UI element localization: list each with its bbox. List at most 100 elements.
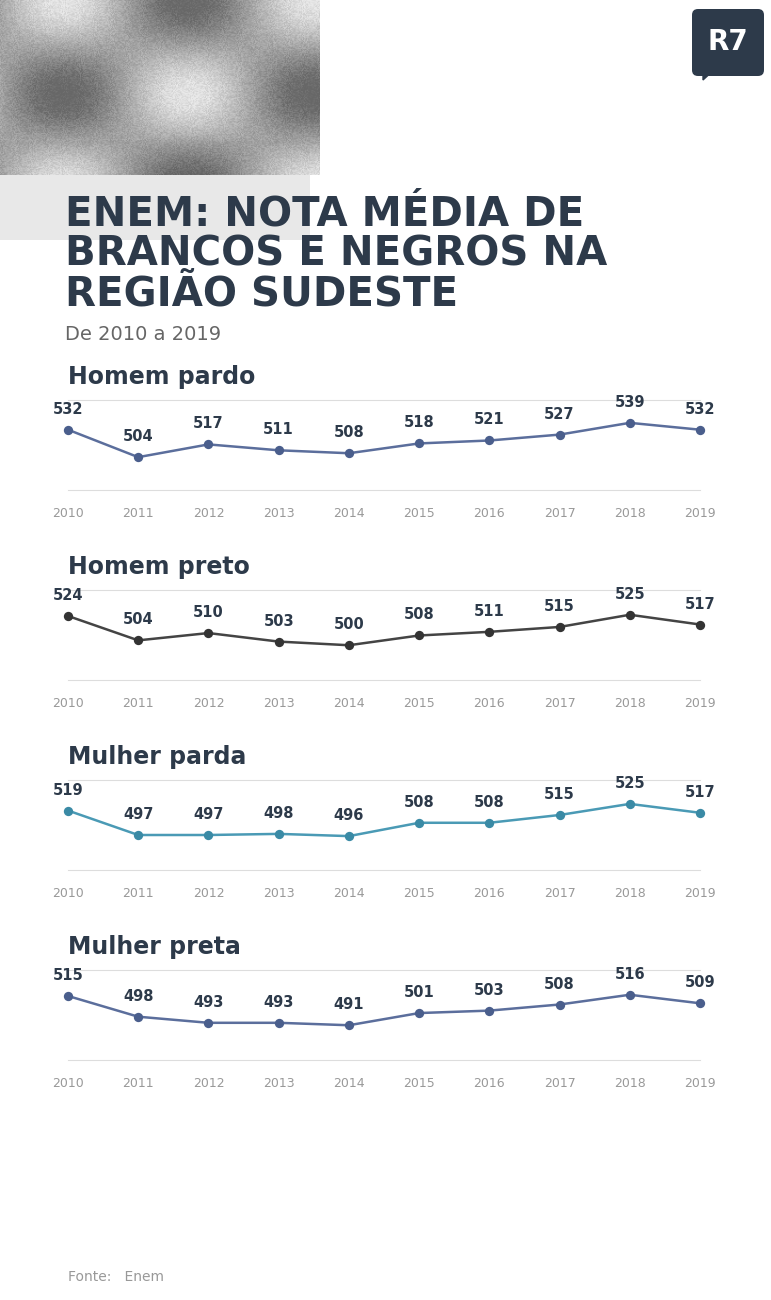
Text: 515: 515 xyxy=(544,599,575,614)
Text: 497: 497 xyxy=(194,807,224,822)
Point xyxy=(343,826,355,846)
Point xyxy=(62,606,74,627)
Text: 510: 510 xyxy=(193,604,224,620)
Point xyxy=(132,447,144,468)
Text: 2018: 2018 xyxy=(614,887,645,900)
Text: 2013: 2013 xyxy=(263,507,295,520)
Text: 493: 493 xyxy=(194,994,224,1010)
Point xyxy=(202,824,214,845)
Text: 2011: 2011 xyxy=(123,1076,154,1089)
Text: 2016: 2016 xyxy=(473,507,505,520)
Text: 504: 504 xyxy=(123,612,153,628)
Point xyxy=(554,616,566,637)
Text: 2017: 2017 xyxy=(544,1076,575,1089)
Text: 2017: 2017 xyxy=(544,887,575,900)
Point xyxy=(413,1002,426,1023)
Point xyxy=(272,823,284,844)
Point xyxy=(132,1006,144,1027)
Text: De 2010 a 2019: De 2010 a 2019 xyxy=(65,325,221,344)
Point xyxy=(413,625,426,646)
Text: 501: 501 xyxy=(404,985,435,1000)
Text: 491: 491 xyxy=(334,997,364,1013)
Point xyxy=(413,812,426,833)
Point xyxy=(483,812,496,833)
Text: 525: 525 xyxy=(614,586,645,602)
Text: 508: 508 xyxy=(404,794,435,810)
Text: 2018: 2018 xyxy=(614,697,645,710)
Text: 2012: 2012 xyxy=(193,697,224,710)
Text: Homem pardo: Homem pardo xyxy=(68,365,255,389)
Text: 2014: 2014 xyxy=(333,697,365,710)
Text: 2010: 2010 xyxy=(52,1076,84,1089)
Text: 527: 527 xyxy=(544,407,575,421)
Point xyxy=(62,985,74,1006)
Point xyxy=(272,1013,284,1034)
Point xyxy=(132,824,144,845)
Text: 511: 511 xyxy=(474,603,505,619)
Text: Homem preto: Homem preto xyxy=(68,555,250,578)
Text: Fonte:   Enem: Fonte: Enem xyxy=(68,1270,164,1284)
Point xyxy=(624,793,636,814)
Point xyxy=(343,1015,355,1036)
Text: 509: 509 xyxy=(685,975,715,991)
Text: 503: 503 xyxy=(264,614,294,629)
Text: 2012: 2012 xyxy=(193,887,224,900)
Polygon shape xyxy=(703,68,716,81)
Text: 2013: 2013 xyxy=(263,697,295,710)
Text: 532: 532 xyxy=(685,402,715,417)
Text: 2019: 2019 xyxy=(684,887,715,900)
Text: 2011: 2011 xyxy=(123,697,154,710)
Point xyxy=(554,994,566,1015)
Text: 2014: 2014 xyxy=(333,1076,365,1089)
Point xyxy=(343,634,355,655)
Point xyxy=(413,433,426,454)
Text: Mulher preta: Mulher preta xyxy=(68,935,241,959)
Text: 2010: 2010 xyxy=(52,697,84,710)
Text: 2010: 2010 xyxy=(52,507,84,520)
Text: 2018: 2018 xyxy=(614,507,645,520)
Text: 2014: 2014 xyxy=(333,507,365,520)
Text: 2015: 2015 xyxy=(403,507,435,520)
Text: 524: 524 xyxy=(52,588,83,603)
Text: REGIÃO SUDESTE: REGIÃO SUDESTE xyxy=(65,276,458,315)
Point xyxy=(343,443,355,464)
Text: 521: 521 xyxy=(474,412,505,428)
Text: 539: 539 xyxy=(614,395,645,410)
Text: 508: 508 xyxy=(544,976,575,992)
Text: 515: 515 xyxy=(544,786,575,802)
Point xyxy=(202,623,214,644)
Text: 508: 508 xyxy=(334,425,364,441)
Text: 525: 525 xyxy=(614,776,645,790)
Text: 497: 497 xyxy=(123,807,153,822)
Point xyxy=(554,424,566,445)
Text: 2015: 2015 xyxy=(403,887,435,900)
Point xyxy=(62,801,74,822)
Point xyxy=(62,420,74,441)
Text: 517: 517 xyxy=(685,597,715,611)
Text: 2017: 2017 xyxy=(544,507,575,520)
Point xyxy=(694,614,706,634)
Point xyxy=(624,412,636,433)
Point xyxy=(202,434,214,455)
Text: 503: 503 xyxy=(474,983,505,997)
Text: 2019: 2019 xyxy=(684,507,715,520)
Text: 2016: 2016 xyxy=(473,887,505,900)
Text: 2011: 2011 xyxy=(123,887,154,900)
Point xyxy=(694,420,706,441)
Point xyxy=(624,984,636,1005)
Point xyxy=(624,604,636,625)
Text: 498: 498 xyxy=(264,806,294,820)
Text: 508: 508 xyxy=(474,794,505,810)
Text: 2019: 2019 xyxy=(684,697,715,710)
Text: Mulher parda: Mulher parda xyxy=(68,745,247,770)
Text: 2013: 2013 xyxy=(263,1076,295,1089)
Point xyxy=(554,805,566,826)
Text: 517: 517 xyxy=(193,416,224,432)
Text: 2013: 2013 xyxy=(263,887,295,900)
Point xyxy=(483,621,496,642)
Text: BRANCOS E NEGROS NA: BRANCOS E NEGROS NA xyxy=(65,235,608,276)
Text: 508: 508 xyxy=(404,607,435,623)
Bar xyxy=(0,140,310,240)
Point xyxy=(483,1000,496,1021)
Text: R7: R7 xyxy=(708,29,749,56)
